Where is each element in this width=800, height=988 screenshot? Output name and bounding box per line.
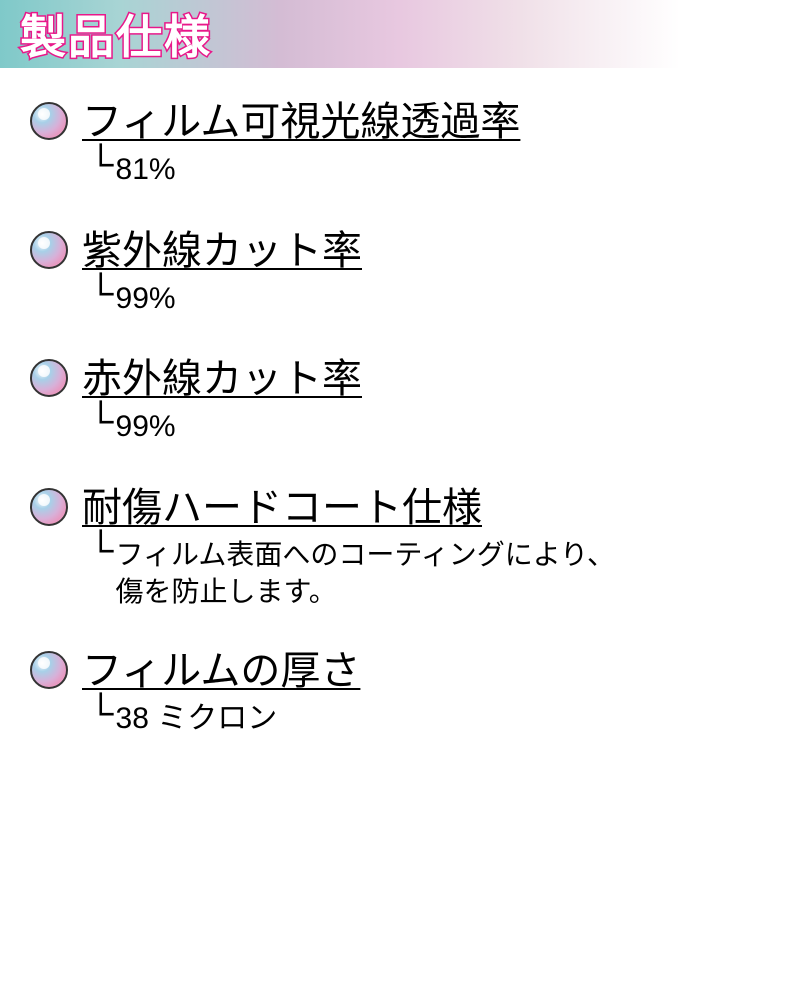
spec-item: 紫外線カット率 └ 99%: [30, 227, 770, 320]
spec-item: フィルムの厚さ └ 38 ミクロン: [30, 647, 770, 740]
spec-value-row: └ 99%: [82, 279, 770, 320]
bullet-icon: [30, 651, 68, 689]
bullet-icon: [30, 488, 68, 526]
corner-icon: └: [88, 146, 114, 182]
spec-label: フィルム可視光線透過率: [82, 98, 520, 146]
spec-value-row: └ 99%: [82, 407, 770, 448]
spec-value: 99%: [116, 407, 176, 448]
spec-label: フィルムの厚さ: [82, 647, 360, 695]
spec-list: フィルム可視光線透過率 └ 81% 紫外線カット率 └ 99% 赤外線カット率 …: [0, 68, 800, 740]
spec-value: 38 ミクロン: [116, 699, 278, 740]
spec-label: 赤外線カット率: [82, 355, 362, 403]
bullet-icon: [30, 102, 68, 140]
spec-body: フィルムの厚さ └ 38 ミクロン: [82, 647, 770, 740]
bullet-icon: [30, 359, 68, 397]
spec-value-row: └ 81%: [82, 150, 770, 191]
spec-body: 赤外線カット率 └ 99%: [82, 355, 770, 448]
bullet-icon: [30, 231, 68, 269]
corner-icon: └: [88, 695, 114, 731]
corner-icon: └: [88, 275, 114, 311]
spec-body: 耐傷ハードコート仕様 └ フィルム表面へのコーティングにより、 傷を防止します。: [82, 484, 770, 612]
spec-value: 99%: [116, 279, 176, 320]
spec-label: 紫外線カット率: [82, 227, 362, 275]
spec-item: 耐傷ハードコート仕様 └ フィルム表面へのコーティングにより、 傷を防止します。: [30, 484, 770, 612]
spec-value-row: └ フィルム表面へのコーティングにより、 傷を防止します。: [82, 536, 770, 612]
corner-icon: └: [88, 532, 114, 568]
spec-value: 81%: [116, 150, 176, 191]
spec-value-row: └ 38 ミクロン: [82, 699, 770, 740]
spec-body: フィルム可視光線透過率 └ 81%: [82, 98, 770, 191]
spec-item: フィルム可視光線透過率 └ 81%: [30, 98, 770, 191]
spec-item: 赤外線カット率 └ 99%: [30, 355, 770, 448]
page-title: 製品仕様: [20, 1, 212, 67]
corner-icon: └: [88, 403, 114, 439]
spec-value: フィルム表面へのコーティングにより、 傷を防止します。: [116, 536, 616, 612]
spec-label: 耐傷ハードコート仕様: [82, 484, 482, 532]
spec-body: 紫外線カット率 └ 99%: [82, 227, 770, 320]
header-bar: 製品仕様: [0, 0, 800, 68]
